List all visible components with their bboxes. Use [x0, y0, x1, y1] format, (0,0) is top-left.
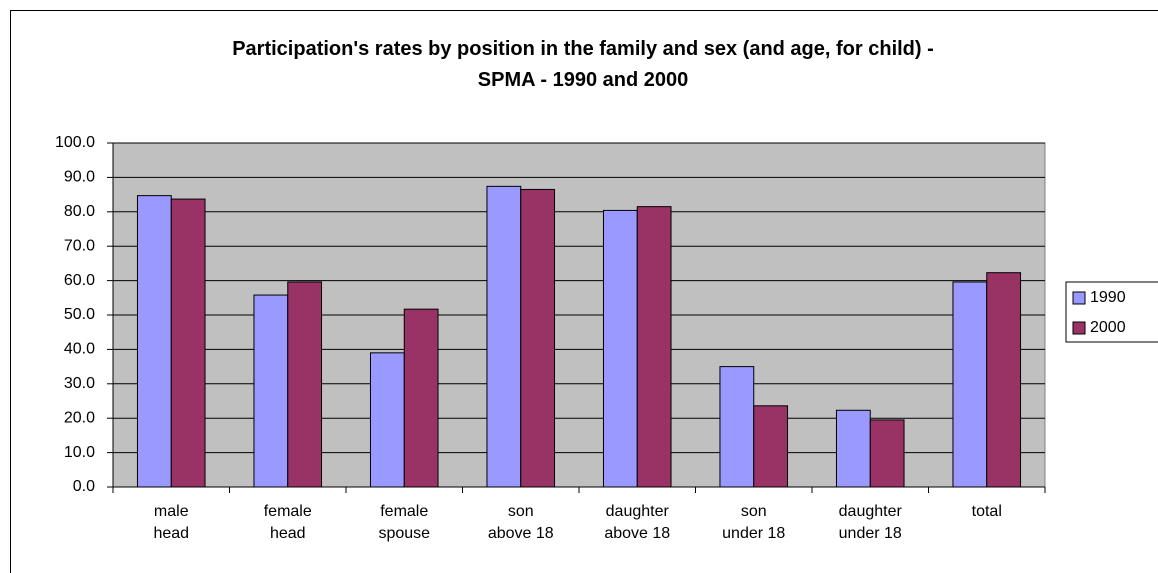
legend-label: 1990 — [1090, 289, 1126, 306]
bar — [136, 195, 172, 488]
bar — [719, 366, 755, 488]
x-tick-label: female spouse — [378, 503, 431, 542]
bar — [869, 419, 905, 488]
y-tick-label: 50.0 — [64, 306, 95, 323]
x-tick-label: male head — [153, 503, 190, 542]
bar — [835, 409, 871, 488]
y-tick-label: 10.0 — [64, 444, 95, 461]
y-tick-label: 60.0 — [64, 272, 95, 289]
y-tick-label: 90.0 — [64, 169, 95, 186]
bar — [986, 272, 1022, 488]
bar — [520, 188, 556, 488]
x-tick-label: daughter under 18 — [838, 503, 902, 542]
chart-title: Participation's rates by position in the… — [232, 38, 934, 91]
bar — [287, 281, 323, 488]
bar — [952, 281, 988, 488]
y-tick-label: 30.0 — [64, 375, 95, 392]
y-tick-label: 100.0 — [55, 134, 95, 151]
bar — [170, 198, 206, 488]
y-tick-label: 70.0 — [64, 237, 95, 254]
x-tick-label: total — [971, 503, 1002, 520]
x-tick-label: female head — [263, 503, 312, 542]
bar — [602, 209, 638, 488]
y-tick-label: 20.0 — [64, 409, 95, 426]
y-tick-label: 80.0 — [64, 203, 95, 220]
x-tick-label: daughter above 18 — [604, 503, 671, 542]
bar — [486, 185, 522, 488]
y-tick-label: 40.0 — [64, 341, 95, 358]
legend-swatch — [1072, 321, 1086, 335]
bar — [253, 294, 289, 488]
bar — [636, 206, 672, 488]
bar — [403, 308, 439, 488]
bar — [753, 405, 789, 488]
y-tick-label: 0.0 — [73, 478, 95, 495]
legend-label: 2000 — [1090, 319, 1126, 336]
x-tick-label: son above 18 — [487, 503, 554, 542]
legend-swatch — [1072, 291, 1086, 305]
bar — [369, 352, 405, 488]
x-tick-label: son under 18 — [722, 503, 786, 542]
